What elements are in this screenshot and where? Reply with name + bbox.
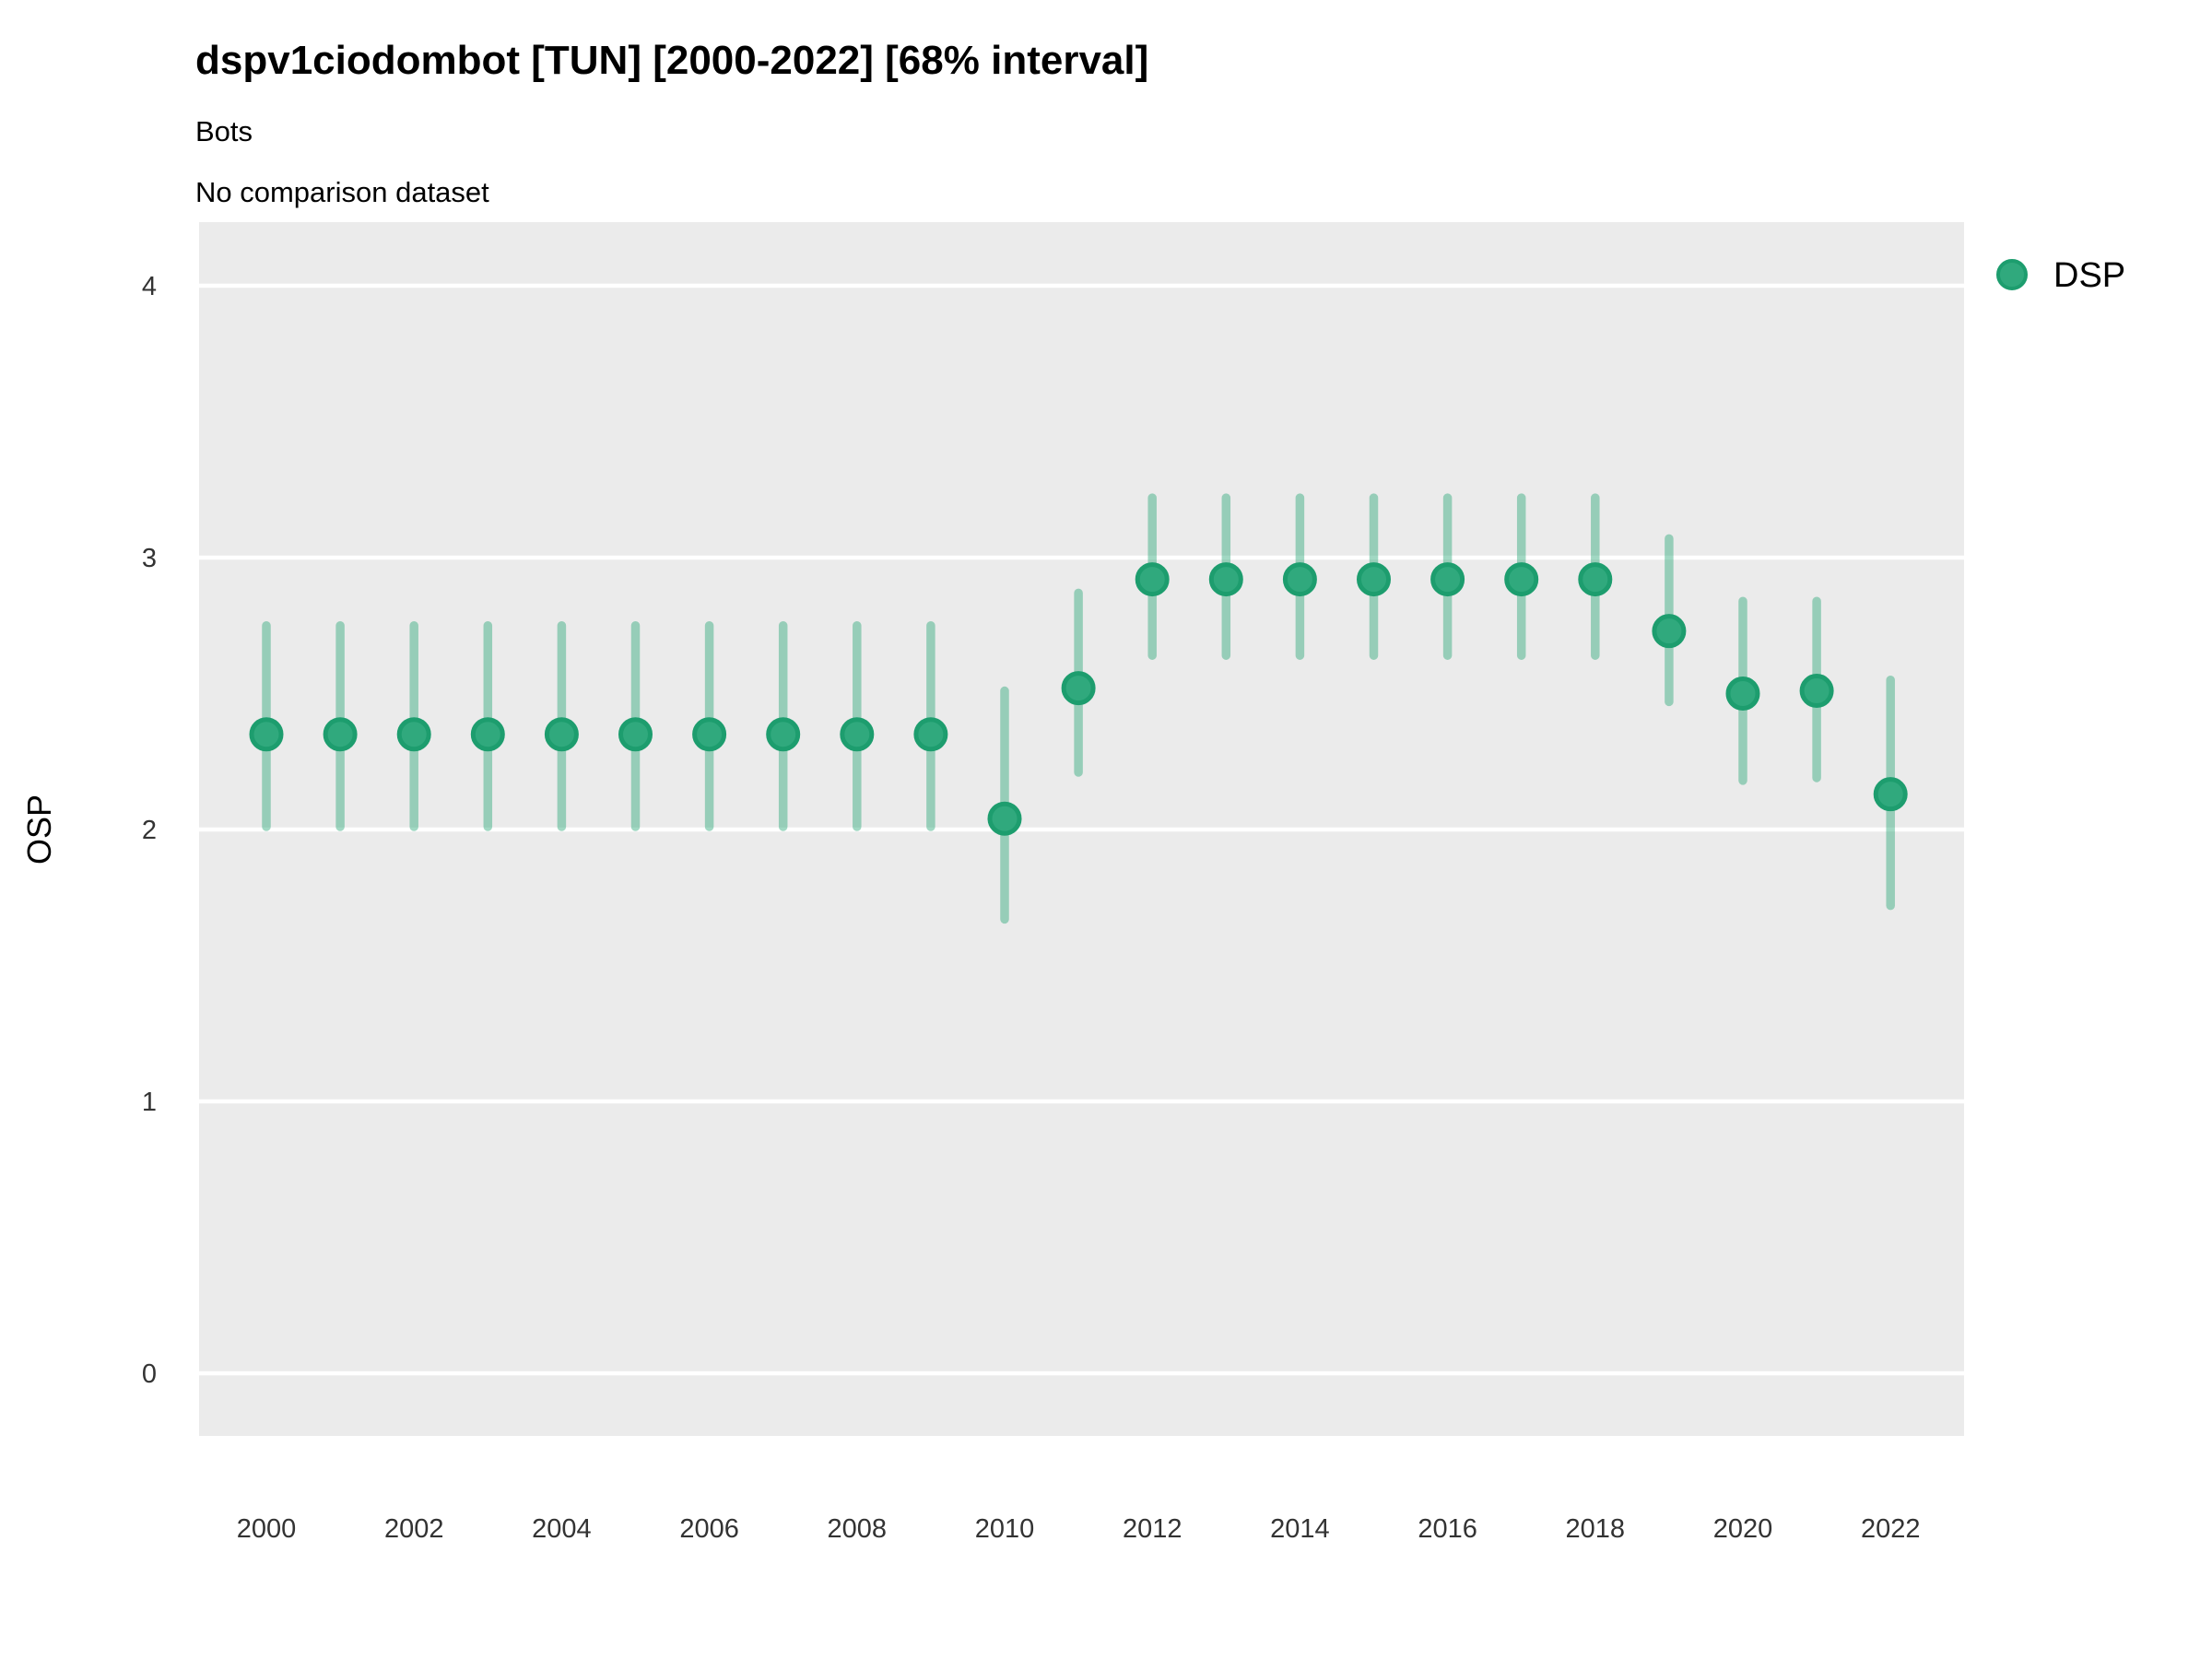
y-tick-label-0: 0 — [142, 1359, 157, 1389]
data-point-2021 — [1799, 674, 1834, 709]
x-tick-label-2010: 2010 — [975, 1514, 1035, 1544]
data-point-2009 — [913, 717, 948, 752]
y-tick-label-4: 4 — [142, 272, 157, 301]
y-tick-label-3: 3 — [142, 544, 157, 573]
legend-label-dsp: DSP — [2053, 256, 2125, 295]
x-tick-label-2022: 2022 — [1861, 1514, 1921, 1544]
data-point-2017 — [1504, 562, 1539, 597]
x-tick-label-2018: 2018 — [1566, 1514, 1626, 1544]
data-point-2022 — [1873, 777, 1908, 812]
data-point-2020 — [1725, 677, 1760, 711]
data-point-2004 — [544, 717, 579, 752]
legend-point-icon — [1996, 259, 2028, 290]
chart-title: dspv1ciodombot [TUN] [2000-2022] [68% in… — [195, 38, 1148, 83]
data-point-2006 — [692, 717, 727, 752]
data-point-2013 — [1208, 562, 1243, 597]
data-point-2012 — [1135, 562, 1170, 597]
y-axis-title: OSP — [20, 794, 58, 865]
x-tick-label-2012: 2012 — [1123, 1514, 1182, 1544]
chart-comparison-note: No comparison dataset — [195, 176, 489, 208]
x-tick-label-2004: 2004 — [532, 1514, 592, 1544]
x-tick-label-2016: 2016 — [1418, 1514, 1477, 1544]
x-tick-label-2000: 2000 — [237, 1514, 297, 1544]
data-point-2005 — [618, 717, 653, 752]
data-point-2014 — [1282, 562, 1317, 597]
data-point-2002 — [396, 717, 431, 752]
plot-area: 0 1 2 3 4 2000 2002 2004 2006 2008 2010 2012 2014 201… — [142, 222, 1964, 1544]
data-point-2011 — [1061, 671, 1096, 706]
chart-subtitle: Bots — [195, 115, 253, 147]
data-point-2008 — [840, 717, 875, 752]
legend: DSP — [1996, 256, 2125, 295]
data-point-2000 — [249, 717, 284, 752]
y-tick-label-2: 2 — [142, 816, 157, 845]
x-tick-label-2006: 2006 — [679, 1514, 739, 1544]
data-point-2003 — [470, 717, 505, 752]
y-tick-label-1: 1 — [142, 1088, 157, 1117]
data-point-2010 — [987, 801, 1022, 836]
data-point-2015 — [1357, 562, 1391, 597]
data-point-2016 — [1430, 562, 1465, 597]
x-tick-label-2020: 2020 — [1713, 1514, 1773, 1544]
x-tick-label-2014: 2014 — [1270, 1514, 1330, 1544]
data-point-2019 — [1652, 614, 1687, 649]
data-point-2018 — [1578, 562, 1613, 597]
x-tick-label-2002: 2002 — [384, 1514, 444, 1544]
data-point-2001 — [323, 717, 358, 752]
x-tick-label-2008: 2008 — [828, 1514, 888, 1544]
data-point-2007 — [766, 717, 801, 752]
